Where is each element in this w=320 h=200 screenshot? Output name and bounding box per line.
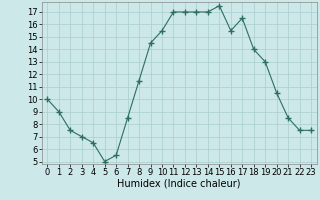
X-axis label: Humidex (Indice chaleur): Humidex (Indice chaleur) [117, 179, 241, 189]
